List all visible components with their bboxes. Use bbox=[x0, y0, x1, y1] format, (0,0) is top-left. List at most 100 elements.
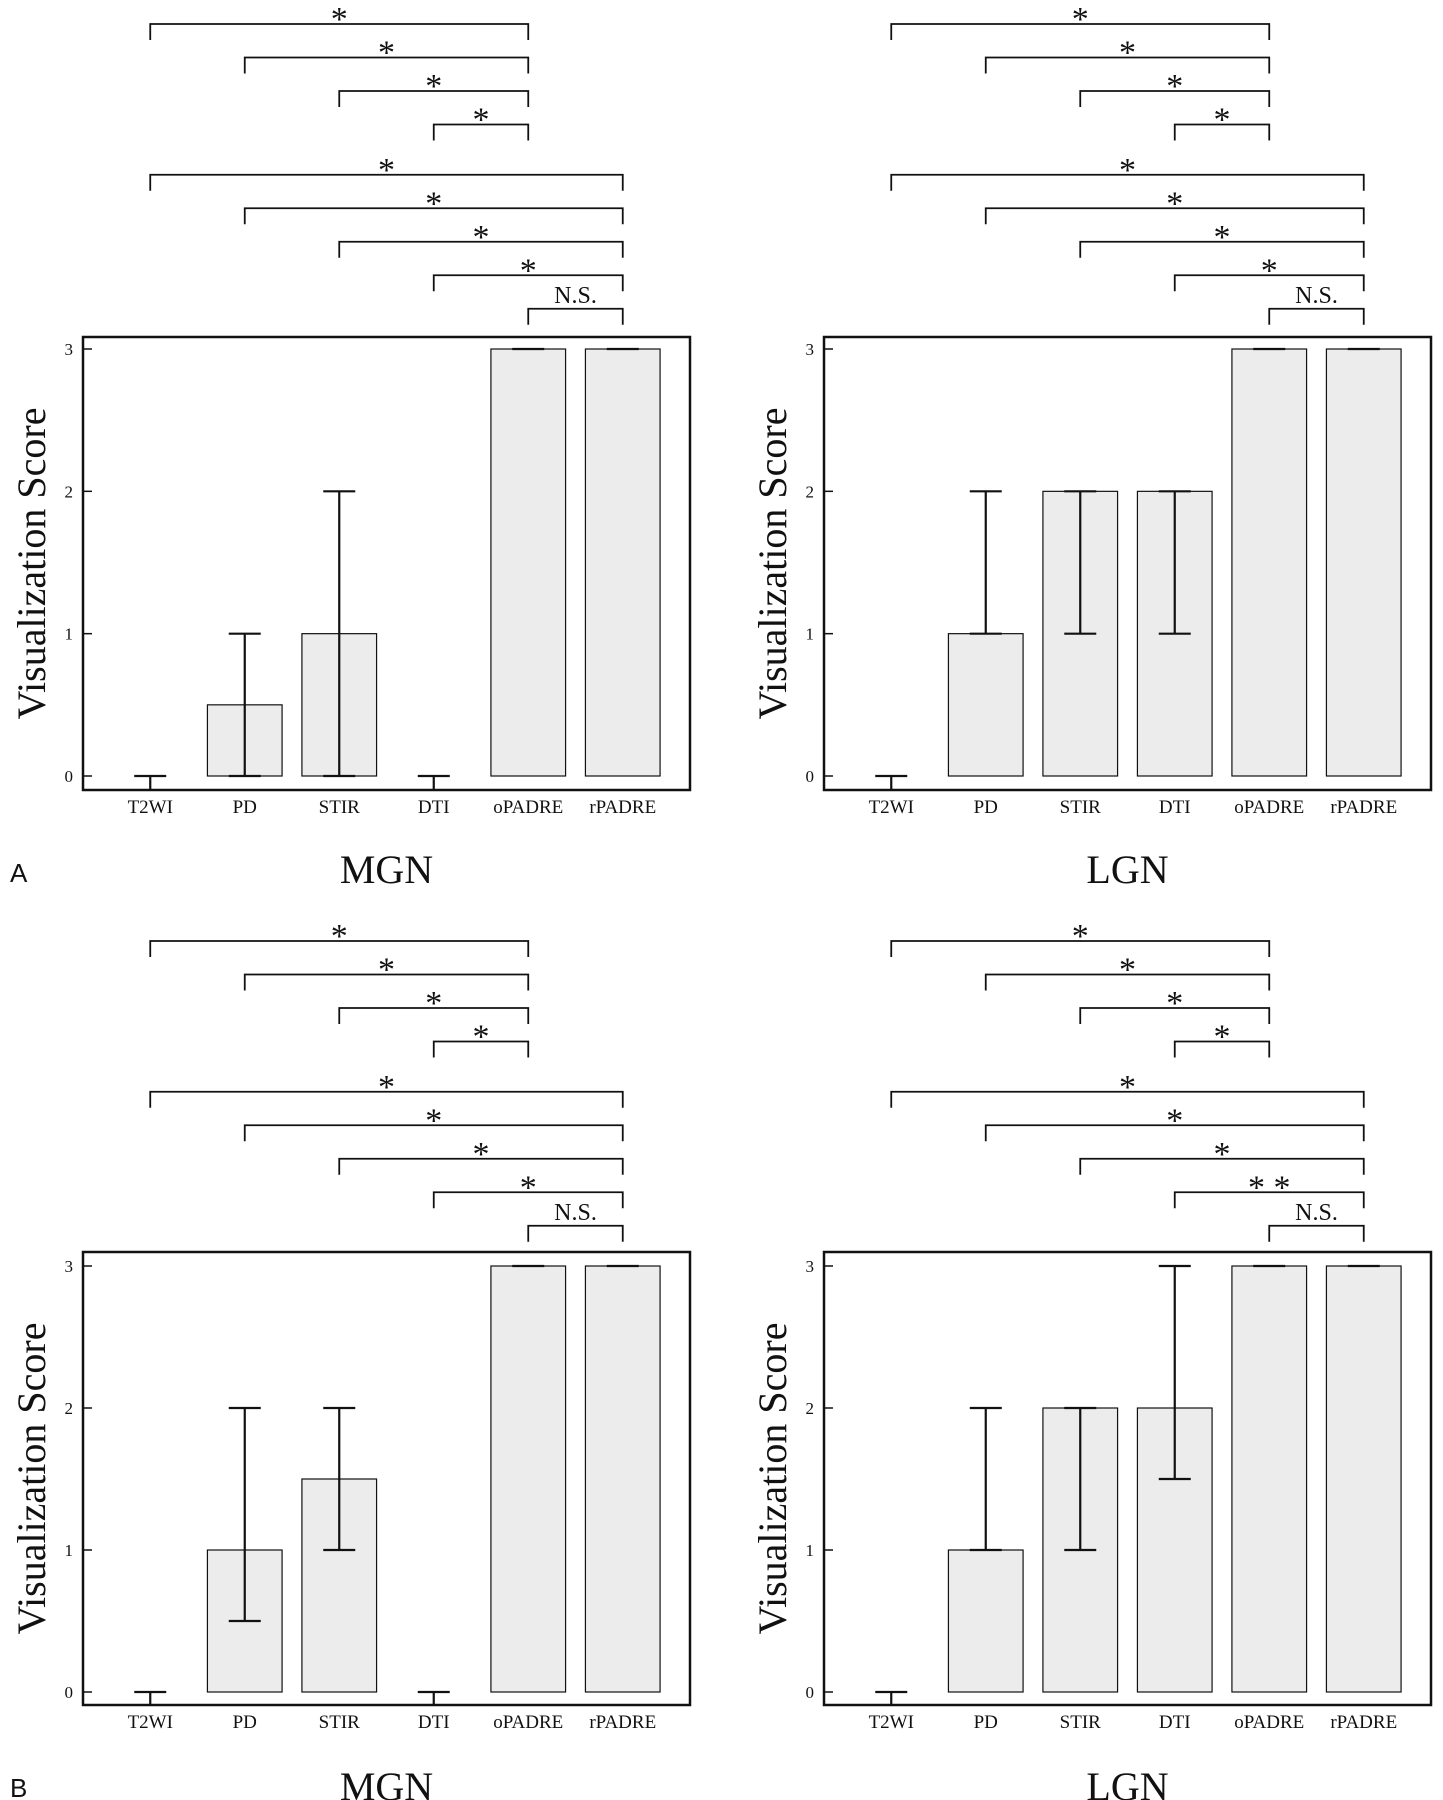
chart-2-chart-title: MGN bbox=[340, 1764, 433, 1800]
chart-0-y-axis-label: Visualization Score bbox=[9, 408, 54, 720]
chart-2-category-label-opadre: oPADRE bbox=[493, 1712, 563, 1733]
chart-1-sig-label-1: * bbox=[1119, 35, 1136, 72]
chart-2-sig-bracket-5 bbox=[243, 1124, 624, 1142]
chart-1-bar-opadre bbox=[1231, 348, 1308, 777]
chart-3-sig-bracket-4 bbox=[890, 1090, 1365, 1108]
chart-0-y-tick-label: 3 bbox=[65, 340, 74, 359]
chart-3-category-label-t2wi: T2WI bbox=[869, 1712, 914, 1733]
chart-1-bar-pd bbox=[947, 633, 1024, 777]
chart-3-category-label-rpadre: rPADRE bbox=[1330, 1712, 1397, 1733]
chart-3-sig-bracket-8 bbox=[1268, 1224, 1365, 1242]
chart-2-sig-bracket-8 bbox=[527, 1224, 624, 1242]
chart-2-sig-label-6: * bbox=[473, 1136, 490, 1173]
chart-1-category-label-opadre: oPADRE bbox=[1234, 797, 1304, 818]
chart-3-chart-title: LGN bbox=[1086, 1764, 1168, 1800]
chart-0-sig-bracket-1 bbox=[243, 56, 530, 74]
chart-0-sig-label-2: * bbox=[425, 68, 442, 105]
chart-0-category-label-stir: STIR bbox=[319, 797, 361, 818]
chart-2-sig-label-1: * bbox=[378, 952, 395, 989]
chart-1-y-tick-label: 1 bbox=[806, 625, 815, 644]
chart-2-y-tick-label: 2 bbox=[65, 1399, 74, 1418]
chart-1-sig-bracket-0 bbox=[890, 23, 1271, 40]
chart-3-sig-bracket-1 bbox=[984, 973, 1271, 991]
chart-3-y-tick-label: 0 bbox=[806, 1683, 815, 1702]
chart-1-chart-title: LGN bbox=[1086, 847, 1168, 892]
chart-1-sig-label-4: * bbox=[1119, 152, 1136, 189]
chart-2-y-axis-label: Visualization Score bbox=[9, 1323, 54, 1635]
chart-1-category-label-t2wi: T2WI bbox=[869, 797, 914, 818]
chart-3-sig-label-2: * bbox=[1166, 985, 1183, 1022]
chart-3-sig-bracket-3 bbox=[1173, 1040, 1271, 1058]
chart-1-sig-label-0: * bbox=[1072, 1, 1089, 38]
chart-1-sig-bracket-4 bbox=[890, 173, 1365, 191]
chart-2-sig-bracket-6 bbox=[338, 1157, 624, 1175]
chart-3-sig-bracket-6 bbox=[1079, 1157, 1365, 1175]
chart-1-category-label-dti: DTI bbox=[1159, 797, 1191, 818]
chart-0-sig-bracket-0 bbox=[149, 23, 530, 40]
chart-2-bar-rpadre bbox=[584, 1265, 661, 1693]
chart-3-sig-label-0: * bbox=[1072, 918, 1089, 955]
chart-1-y-tick-label: 2 bbox=[806, 482, 815, 501]
chart-3-sig-bracket-5 bbox=[984, 1124, 1365, 1142]
chart-1-y-axis-label: Visualization Score bbox=[750, 408, 795, 720]
chart-0-category-label-dti: DTI bbox=[418, 797, 450, 818]
chart-3-y-tick-label: 2 bbox=[806, 1399, 815, 1418]
chart-3-sig-bracket-0 bbox=[890, 940, 1271, 957]
chart-0-sig-bracket-8 bbox=[527, 307, 624, 325]
chart-2-sig-label-0: * bbox=[331, 918, 348, 955]
chart-0-sig-label-4: * bbox=[378, 152, 395, 189]
chart-2-sig-label-5: * bbox=[425, 1102, 442, 1139]
chart-3-category-label-pd: PD bbox=[974, 1712, 998, 1733]
chart-1-sig-bracket-1 bbox=[984, 56, 1271, 74]
chart-1-category-label-rpadre: rPADRE bbox=[1330, 797, 1397, 818]
chart-1-sig-label-8: N.S. bbox=[1295, 283, 1338, 309]
chart-2-sig-label-8: N.S. bbox=[554, 1200, 597, 1226]
chart-0-chart-title: MGN bbox=[340, 847, 433, 892]
chart-0-sig-label-7: * bbox=[520, 252, 537, 289]
chart-2-y-tick-label: 0 bbox=[65, 1683, 74, 1702]
chart-1-sig-bracket-3 bbox=[1173, 123, 1271, 141]
chart-1-category-label-pd: PD bbox=[974, 797, 998, 818]
chart-2-y-tick-label: 3 bbox=[65, 1257, 74, 1276]
chart-3-sig-label-8: N.S. bbox=[1295, 1200, 1338, 1226]
chart-1-bar-rpadre bbox=[1325, 348, 1402, 777]
chart-0-sig-label-8: N.S. bbox=[554, 283, 597, 309]
chart-2-category-label-t2wi: T2WI bbox=[128, 1712, 173, 1733]
chart-3-sig-label-7: * * bbox=[1248, 1169, 1291, 1206]
chart-1-sig-label-6: * bbox=[1214, 219, 1231, 256]
chart-0-sig-bracket-4 bbox=[149, 173, 624, 191]
chart-3-sig-label-1: * bbox=[1119, 952, 1136, 989]
chart-0-sig-label-1: * bbox=[378, 35, 395, 72]
chart-2-y-tick-label: 1 bbox=[65, 1541, 74, 1560]
chart-0-y-tick-label: 1 bbox=[65, 625, 74, 644]
chart-0-sig-label-3: * bbox=[473, 102, 490, 139]
chart-0-bar-rpadre bbox=[584, 348, 661, 777]
chart-0-sig-label-0: * bbox=[331, 1, 348, 38]
chart-3-y-axis-label: Visualization Score bbox=[750, 1323, 795, 1635]
panel-letter-a: A bbox=[10, 858, 28, 888]
chart-2-sig-bracket-1 bbox=[243, 973, 530, 991]
chart-3-sig-bracket-2 bbox=[1079, 1007, 1271, 1024]
chart-2-category-label-rpadre: rPADRE bbox=[589, 1712, 656, 1733]
chart-3-sig-label-3: * bbox=[1214, 1019, 1231, 1056]
chart-2-category-label-dti: DTI bbox=[418, 1712, 450, 1733]
chart-1-sig-bracket-8 bbox=[1268, 307, 1365, 325]
chart-1-sig-bracket-5 bbox=[984, 207, 1365, 225]
chart-3-y-tick-label: 3 bbox=[806, 1257, 815, 1276]
chart-3-category-label-dti: DTI bbox=[1159, 1712, 1191, 1733]
chart-3-bar-pd bbox=[947, 1549, 1024, 1693]
chart-1-category-label-stir: STIR bbox=[1060, 797, 1102, 818]
chart-0-sig-bracket-3 bbox=[432, 123, 530, 141]
chart-3-y-tick-label: 1 bbox=[806, 1541, 815, 1560]
chart-3-bar-opadre bbox=[1231, 1265, 1308, 1693]
chart-0-plot-frame bbox=[81, 335, 692, 792]
chart-2-sig-bracket-4 bbox=[149, 1090, 624, 1108]
chart-0-y-tick-label: 2 bbox=[65, 482, 74, 501]
chart-1-sig-label-7: * bbox=[1261, 252, 1278, 289]
chart-2-sig-bracket-2 bbox=[338, 1007, 530, 1024]
chart-2-bar-opadre bbox=[490, 1265, 567, 1693]
chart-0-category-label-pd: PD bbox=[233, 797, 257, 818]
chart-3-category-label-stir: STIR bbox=[1060, 1712, 1102, 1733]
